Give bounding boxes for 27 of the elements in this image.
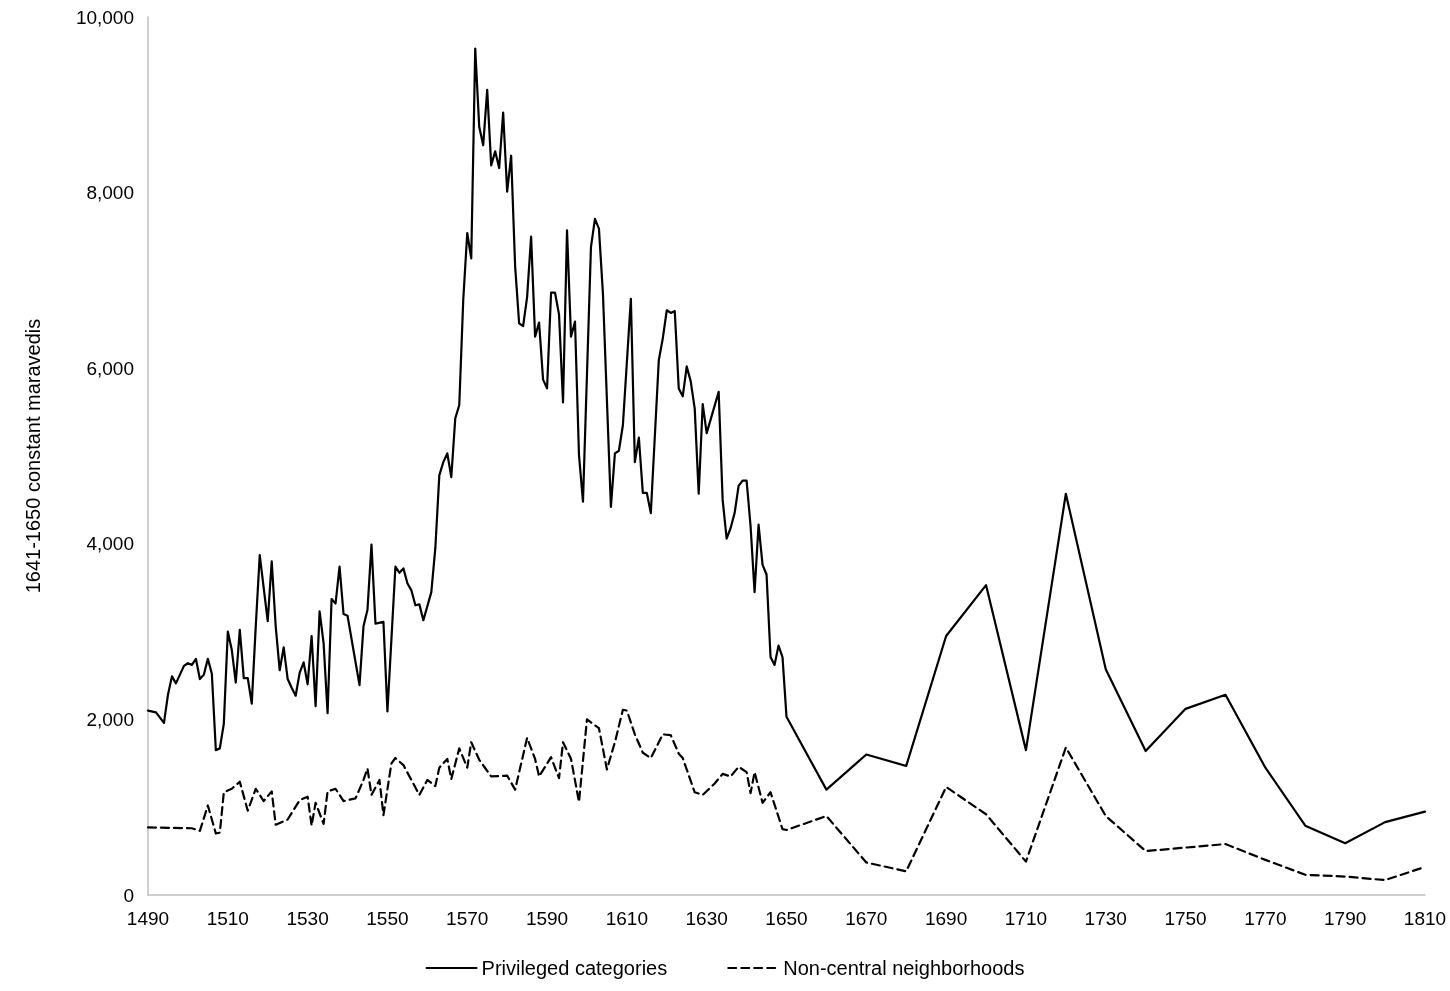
y-axis-title: 1641-1650 constant maravedis [22,318,44,594]
x-tick-label: 1690 [924,908,968,929]
y-tick-label: 2,000 [86,708,134,730]
x-tick-label: 1790 [1324,908,1367,929]
x-tick-label: 1710 [1004,908,1048,929]
x-tick-label: 1510 [206,908,249,929]
y-tick-label: 4,000 [86,533,134,555]
line-series [146,47,1427,845]
x-tick-label: 1650 [765,908,808,929]
legend-label: Privileged categories [481,957,668,979]
x-tick-label: 1570 [446,908,489,929]
y-tick-label: 6,000 [86,357,134,379]
legend-label: Non-central neighborhoods [783,957,1025,979]
x-tick-label: 1730 [1084,908,1127,929]
x-tick-label: 1670 [845,908,888,929]
x-tick-label: 1530 [286,908,329,929]
x-tick-label: 1610 [605,908,649,929]
x-tick-label: 1590 [525,908,569,929]
x-tick-label: 1750 [1164,908,1207,929]
y-tick-label: 10,000 [75,6,134,28]
x-tick-label: 1490 [126,908,170,929]
x-tick-label: 1770 [1244,908,1287,929]
x-tick-label: 1810 [1403,908,1447,929]
y-tick-label: 0 [123,884,134,906]
y-tick-label: 8,000 [86,182,134,204]
x-tick-label: 1630 [685,908,728,929]
x-tick-label: 1550 [366,908,409,929]
